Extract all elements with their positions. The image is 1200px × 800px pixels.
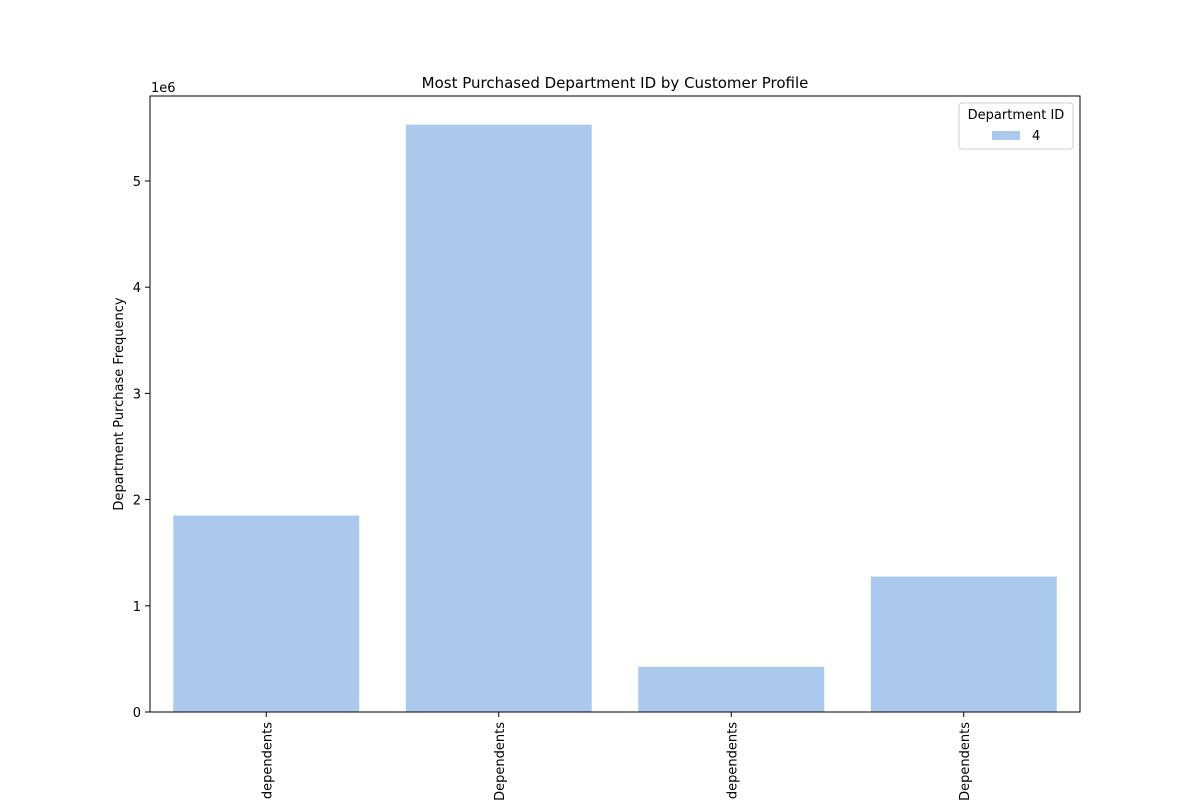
bar-0 [173,515,360,712]
y-axis-offset-label: 1e6 [151,81,176,96]
plot-area-frame [149,95,1081,713]
y-tick-label: 3 [133,387,141,402]
y-axis-label: Department Purchase Frequency [112,297,127,510]
y-tick-label: 0 [133,706,141,721]
legend-box [958,102,1074,150]
y-tick-label: 2 [133,494,141,509]
x-tick-label: Dependents [958,722,973,800]
legend-entry-label: 4 [1032,129,1040,144]
x-tick-label: Dependents [493,722,508,800]
legend: Department ID 4 [958,102,1074,150]
x-tick-label: dependents [260,722,275,799]
bars-group [173,124,1057,713]
y-tick-label: 5 [133,175,141,190]
y-axis-ticks: 0 1 2 3 4 5 [133,175,150,721]
bar-3 [870,576,1057,712]
y-tick-label: 4 [133,281,141,296]
legend-title: Department ID [968,108,1065,123]
x-tick-label: dependents [725,722,740,799]
x-axis-ticks: dependents Dependents dependents Dependents [260,712,973,800]
chart-title: Most Purchased Department ID by Customer… [422,74,809,92]
y-tick-label: 1 [133,600,141,615]
legend-swatch [992,131,1020,140]
bar-1 [405,124,592,713]
bar-2 [638,666,825,712]
